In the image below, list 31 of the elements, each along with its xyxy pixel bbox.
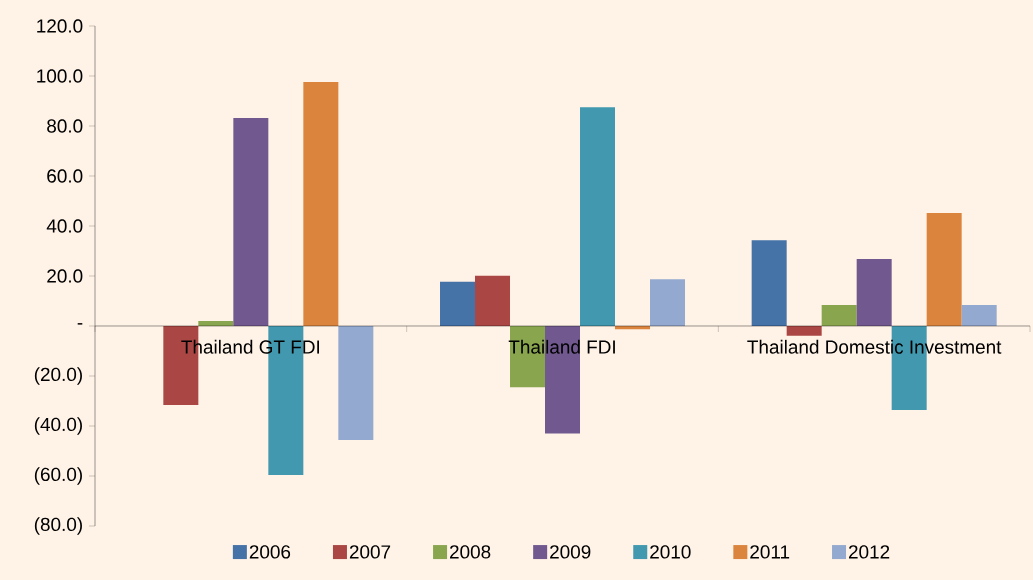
legend-label: 2007 <box>349 545 391 559</box>
bar <box>786 326 822 336</box>
bar <box>856 259 892 326</box>
y-tick-label: 40.0 <box>46 219 83 233</box>
bar <box>821 305 857 326</box>
legend-label: 2008 <box>450 545 491 559</box>
legend-label: 2010 <box>650 545 691 559</box>
y-tick-label: 20.0 <box>47 269 83 283</box>
legend-label: 2009 <box>550 545 591 559</box>
y-tick-label: 60.0 <box>47 169 83 183</box>
bar <box>233 118 269 326</box>
bar <box>475 275 510 326</box>
y-tick-label: 120.0 <box>37 19 83 33</box>
bar <box>961 305 997 326</box>
bar <box>338 326 374 440</box>
legend-label: 2011 <box>750 545 790 559</box>
bar <box>303 82 339 326</box>
bar <box>650 279 686 326</box>
y-tick-label: (60.0) <box>34 467 82 485</box>
y-tick-label: (20.0) <box>34 367 82 385</box>
bar <box>751 240 787 326</box>
bar <box>926 213 962 326</box>
y-tick-label: (80.0) <box>34 517 82 535</box>
legend-label: 2006 <box>249 545 291 559</box>
bar <box>580 107 615 326</box>
legend-label: 2012 <box>848 545 890 559</box>
y-tick-label: - <box>77 323 83 325</box>
y-tick-label: 100.0 <box>37 69 83 83</box>
bar <box>440 281 475 326</box>
y-tick-label: (40.0) <box>34 417 82 435</box>
y-tick-label: 80.0 <box>47 119 83 133</box>
